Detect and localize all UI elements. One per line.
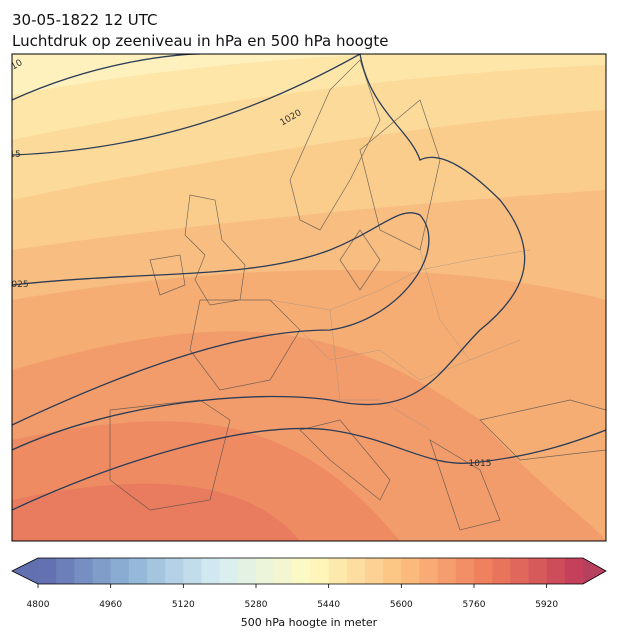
colorbar-segment <box>328 558 348 584</box>
colorbar-segment <box>401 558 420 584</box>
isobar <box>12 54 361 156</box>
tick-label: 5280 <box>245 600 268 610</box>
contour-label: 1015 <box>469 459 492 469</box>
colorbar-segment <box>92 558 112 584</box>
colorbar-segment <box>528 558 548 584</box>
colorbar-segment <box>546 558 566 584</box>
colorbar-segment <box>56 558 75 584</box>
colorbar-segment <box>147 558 166 584</box>
colorbar-segment <box>474 558 493 584</box>
contour-label: 025 <box>11 280 28 290</box>
colorbar-segment <box>219 558 239 584</box>
tick-label: 5120 <box>172 600 195 610</box>
title: 30-05-1822 12 UTC <box>12 11 158 29</box>
colorbar-segment <box>183 558 202 584</box>
colorbar: 4800 4960 5120 5280 5440 5600 5760 5920 <box>11 557 607 610</box>
field-band <box>12 483 300 541</box>
colorbar-frame <box>11 557 607 585</box>
isobar <box>12 54 526 451</box>
colorbar-segment <box>365 558 384 584</box>
map: 10 1020 15 025 1015 <box>9 53 607 542</box>
contour-label: 15 <box>9 150 20 160</box>
tick-label: 4960 <box>99 600 122 610</box>
tick-label: 5920 <box>535 600 558 610</box>
tick-label: 5760 <box>463 600 486 610</box>
subtitle: Luchtdruk op zeeniveau in hPa en 500 hPa… <box>12 32 388 50</box>
tick-label: 5440 <box>317 600 340 610</box>
colorbar-extend-over <box>583 558 606 584</box>
colorbar-segment <box>564 558 584 584</box>
colorbar-segment <box>455 558 475 584</box>
tick-label: 5600 <box>390 600 413 610</box>
colorbar-segment <box>201 558 221 584</box>
colorbar-extend-under <box>12 558 38 584</box>
colorbar-segment <box>292 558 311 584</box>
colorbar-segment <box>38 558 57 584</box>
colorbar-segment <box>237 558 257 584</box>
isobar <box>12 427 606 511</box>
map-frame <box>11 53 607 542</box>
colorbar-segment <box>383 558 402 584</box>
colorbar-segment <box>256 558 275 584</box>
colorbar-segment <box>128 558 148 584</box>
isobar <box>12 212 430 426</box>
colorbar-segment <box>74 558 93 584</box>
colorbar-segment <box>110 558 130 584</box>
colorbar-segment <box>510 558 529 584</box>
colorbar-segment <box>165 558 184 584</box>
colorbar-segment <box>492 558 511 584</box>
colorbar-segment <box>437 558 457 584</box>
colorbar-segment <box>419 558 439 584</box>
tick-label: 4800 <box>27 600 50 610</box>
colorbar-segment <box>274 558 293 584</box>
colorbar-segment <box>346 558 366 584</box>
colorbar-segment <box>310 558 330 584</box>
colorbar-label: 500 hPa hoogte in meter <box>241 616 378 629</box>
